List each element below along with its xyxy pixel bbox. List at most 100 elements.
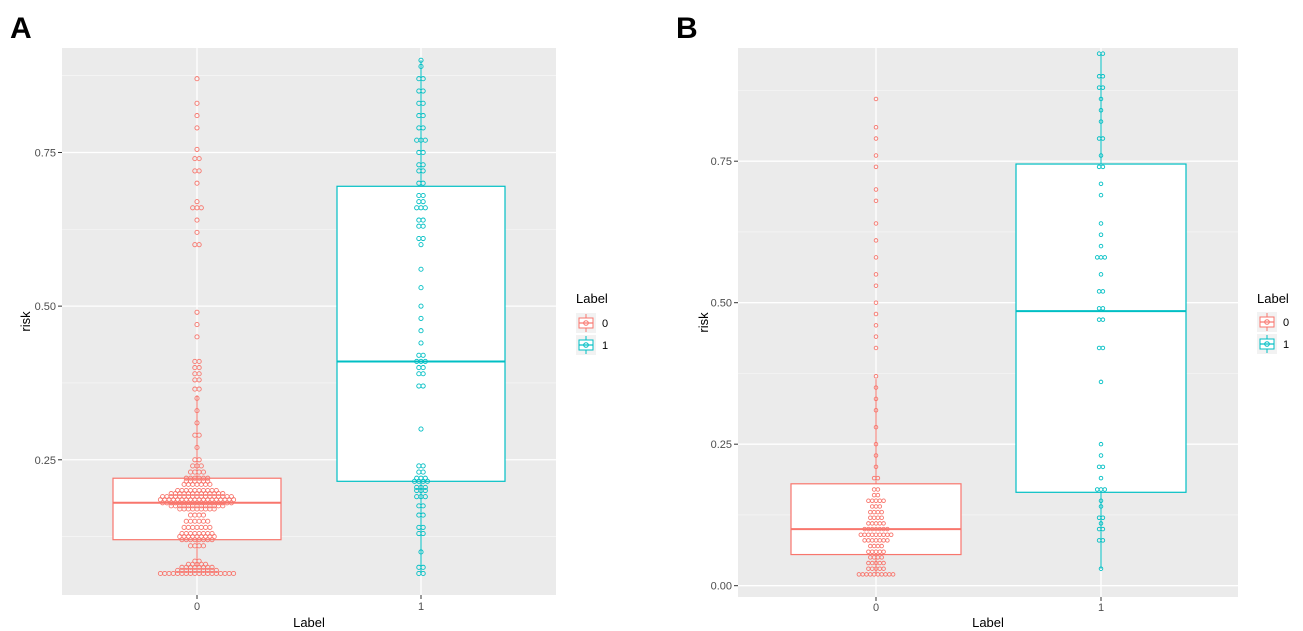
- data-point: [418, 328, 424, 334]
- data-point: [194, 420, 200, 426]
- data-point: [1098, 153, 1104, 158]
- data-point: [418, 57, 424, 63]
- data-point: [1098, 453, 1104, 458]
- data-point: [420, 180, 426, 186]
- data-point: [196, 558, 202, 564]
- data-point: [422, 137, 428, 143]
- data-point: [420, 365, 426, 371]
- data-point: [875, 475, 881, 481]
- legend-label: 1: [602, 340, 608, 352]
- data-point: [213, 567, 219, 573]
- data-point: [196, 365, 202, 371]
- data-point: [879, 509, 884, 515]
- data-point: [194, 444, 200, 451]
- panel-label-a: A: [10, 12, 32, 45]
- data-point: [873, 124, 879, 130]
- data-point: [422, 475, 428, 481]
- data-point: [420, 463, 426, 469]
- data-point: [420, 88, 426, 94]
- data-point: [420, 125, 426, 131]
- y-tick-label: 0.50: [711, 298, 732, 310]
- data-point: [1100, 345, 1106, 351]
- data-point: [205, 475, 211, 481]
- data-point: [873, 300, 879, 305]
- data-point: [418, 63, 424, 69]
- legend-key-dot: [1264, 341, 1270, 347]
- data-point: [1100, 464, 1106, 470]
- y-tick-label: 0.00: [711, 581, 732, 593]
- data-point: [873, 334, 879, 339]
- data-point: [1100, 136, 1106, 141]
- data-point: [420, 530, 426, 537]
- data-point: [879, 515, 884, 521]
- data-point: [873, 407, 879, 413]
- data-point: [198, 205, 204, 211]
- data-point: [196, 242, 202, 248]
- legend-key-dot: [583, 342, 589, 348]
- data-point: [420, 564, 426, 570]
- data-point: [211, 506, 217, 512]
- data-point: [420, 217, 426, 223]
- data-point: [1100, 317, 1106, 322]
- data-point: [420, 199, 426, 205]
- data-point: [196, 358, 202, 364]
- data-point: [420, 469, 426, 475]
- data-point: [1098, 108, 1104, 113]
- x-tick-label: 0: [194, 601, 200, 613]
- data-point: [194, 217, 200, 223]
- data-point: [200, 543, 206, 549]
- data-point: [194, 395, 200, 401]
- box-0: [112, 477, 282, 541]
- x-tick-label: 0: [873, 602, 879, 614]
- legend-key-dot: [583, 320, 589, 326]
- legend-title: Label: [1257, 291, 1289, 306]
- y-tick-label: 0.25: [711, 439, 732, 451]
- data-point: [873, 272, 879, 277]
- data-point: [196, 168, 202, 174]
- data-point: [420, 512, 426, 518]
- legend-label: 0: [602, 318, 608, 330]
- data-point: [877, 504, 883, 509]
- data-point: [881, 549, 886, 554]
- data-point: [220, 491, 226, 497]
- data-point: [420, 168, 426, 174]
- data-point: [194, 229, 200, 235]
- data-point: [875, 492, 881, 498]
- data-point: [1100, 51, 1106, 56]
- data-point: [879, 543, 884, 549]
- data-point: [1098, 441, 1104, 447]
- data-point: [420, 76, 426, 82]
- data-point: [418, 303, 424, 309]
- data-point: [198, 463, 204, 469]
- data-point: [873, 283, 879, 288]
- data-point: [420, 371, 426, 377]
- data-point: [873, 96, 879, 102]
- data-point: [228, 494, 234, 500]
- data-point: [881, 560, 886, 566]
- data-point: [196, 432, 202, 438]
- data-point: [873, 238, 879, 243]
- data-point: [873, 198, 879, 204]
- data-point: [418, 549, 424, 555]
- data-point: [420, 524, 426, 530]
- data-point: [888, 532, 894, 537]
- data-point: [890, 572, 896, 577]
- data-point: [209, 564, 215, 570]
- data-point: [1100, 526, 1106, 532]
- data-point: [418, 266, 424, 272]
- data-point: [1098, 221, 1104, 226]
- data-point: [1098, 232, 1104, 238]
- data-point: [873, 255, 879, 260]
- box-1: [336, 185, 506, 482]
- data-point: [194, 408, 200, 414]
- data-point: [1098, 504, 1104, 509]
- data-point: [220, 503, 226, 509]
- y-axis-title: risk: [18, 311, 33, 332]
- data-point: [875, 487, 881, 492]
- data-point: [1098, 498, 1104, 504]
- legend-label: 0: [1283, 317, 1289, 329]
- data-point: [194, 100, 200, 106]
- data-point: [1098, 272, 1104, 277]
- data-point: [418, 242, 424, 248]
